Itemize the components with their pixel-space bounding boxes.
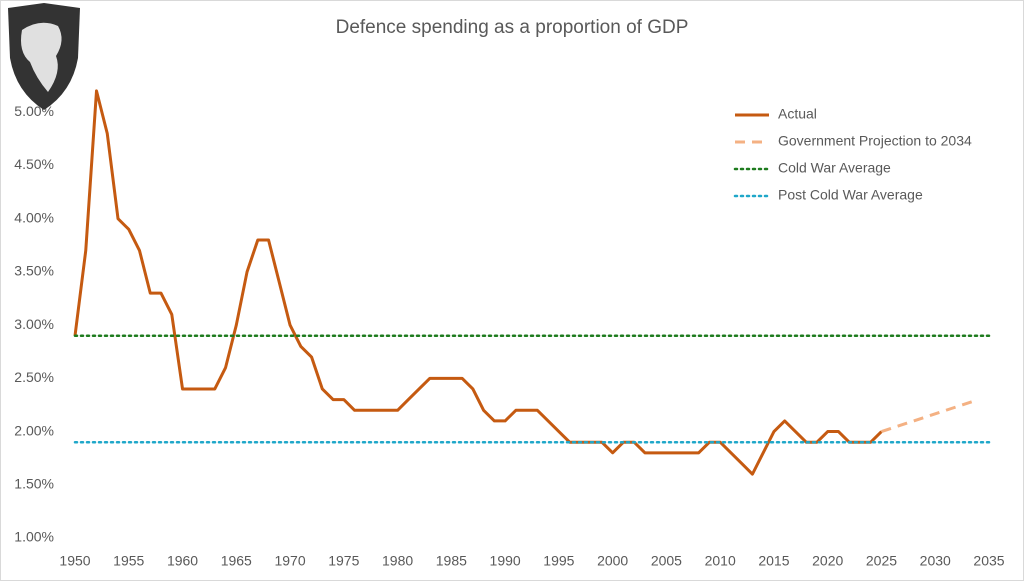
series-line [73, 89, 883, 476]
x-tick-label: 2030 [920, 553, 951, 569]
x-tick-label: 1975 [328, 553, 359, 569]
chart-title: Defence spending as a proportion of GDP [336, 17, 689, 38]
x-tick-label: 2035 [973, 553, 1004, 569]
x-tick-label: 1960 [167, 553, 198, 569]
logo [8, 3, 80, 110]
x-tick-label: 2010 [705, 553, 736, 569]
legend-label: Government Projection to 2034 [778, 133, 972, 149]
y-tick-label: 3.00% [14, 316, 54, 332]
x-tick-label: 1985 [436, 553, 467, 569]
x-tick-label: 1950 [59, 553, 90, 569]
x-tick-label: 2000 [597, 553, 628, 569]
legend-label: Cold War Average [778, 160, 891, 176]
y-tick-label: 2.00% [14, 422, 54, 438]
y-tick-label: 4.00% [14, 209, 54, 225]
x-tick-label: 2025 [866, 553, 897, 569]
legend-label: Actual [778, 106, 817, 122]
y-tick-label: 1.00% [14, 529, 54, 545]
x-tick-label: 1990 [490, 553, 521, 569]
plot-area: 1.00% 1.50% 2.00% 2.50% 3.00% 3.50% 4.00% 4.50%… [14, 50, 1004, 569]
x-tick-label: 1980 [382, 553, 413, 569]
x-tick-label: 2020 [812, 553, 843, 569]
legend-label: Post Cold War Average [778, 187, 923, 203]
y-tick-label: 1.50% [14, 475, 54, 491]
x-tick-label: 1955 [113, 553, 144, 569]
x-tick-label: 1965 [221, 553, 252, 569]
x-tick-label: 2005 [651, 553, 682, 569]
y-tick-label: 2.50% [14, 369, 54, 385]
y-tick-label: 4.50% [14, 156, 54, 172]
y-tick-label: 3.50% [14, 263, 54, 279]
x-tick-label: 2015 [758, 553, 789, 569]
logo-emblem [21, 22, 62, 92]
x-tick-label: 1995 [543, 553, 574, 569]
x-tick-label: 1970 [274, 553, 305, 569]
